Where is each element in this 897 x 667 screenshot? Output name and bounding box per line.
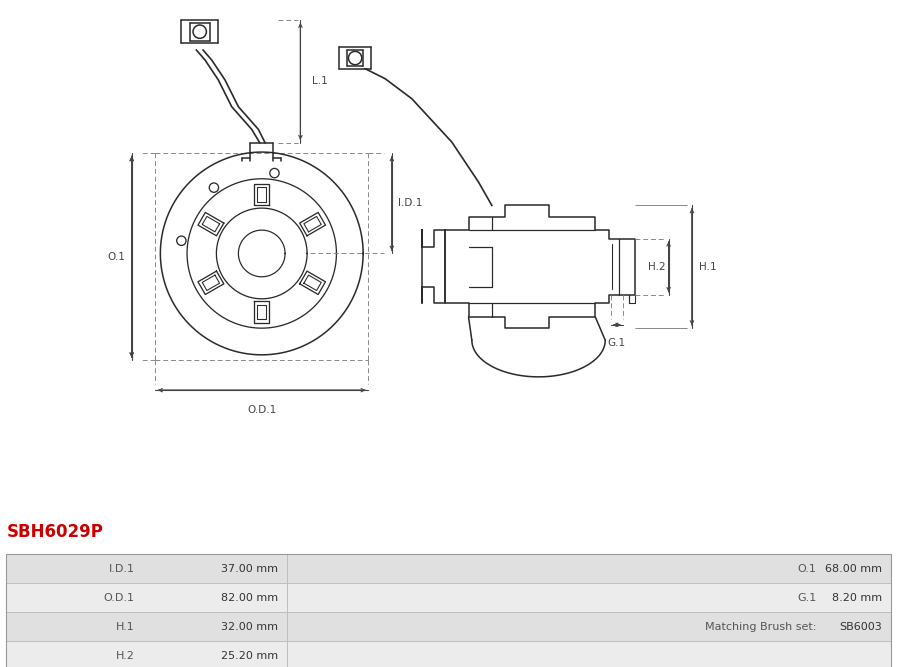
Text: I.D.1: I.D.1: [398, 199, 422, 208]
Text: G.1: G.1: [797, 593, 816, 603]
Text: H.1: H.1: [116, 622, 135, 632]
FancyBboxPatch shape: [287, 612, 891, 641]
Text: O.D.1: O.D.1: [103, 593, 135, 603]
Text: I.D.1: I.D.1: [109, 564, 135, 574]
Text: Matching Brush set:: Matching Brush set:: [705, 622, 816, 632]
Text: H.2: H.2: [116, 650, 135, 660]
Text: 82.00 mm: 82.00 mm: [221, 593, 278, 603]
FancyBboxPatch shape: [287, 554, 891, 583]
FancyBboxPatch shape: [287, 641, 891, 667]
Text: 8.20 mm: 8.20 mm: [832, 593, 882, 603]
Text: H.2: H.2: [648, 262, 666, 271]
Text: G.1: G.1: [608, 338, 626, 348]
Text: 25.20 mm: 25.20 mm: [221, 650, 278, 660]
Text: 37.00 mm: 37.00 mm: [221, 564, 278, 574]
FancyBboxPatch shape: [6, 554, 287, 583]
Text: 32.00 mm: 32.00 mm: [221, 622, 278, 632]
Text: O.1: O.1: [107, 252, 125, 261]
FancyBboxPatch shape: [6, 641, 287, 667]
Text: L.1: L.1: [312, 77, 328, 86]
Text: O.D.1: O.D.1: [247, 405, 276, 415]
FancyBboxPatch shape: [6, 583, 287, 612]
FancyBboxPatch shape: [287, 583, 891, 612]
Text: SBH6029P: SBH6029P: [7, 523, 104, 541]
Text: O.1: O.1: [797, 564, 816, 574]
Text: SB6003: SB6003: [839, 622, 882, 632]
FancyBboxPatch shape: [6, 612, 287, 641]
Text: 68.00 mm: 68.00 mm: [824, 564, 882, 574]
Text: H.1: H.1: [699, 262, 716, 271]
